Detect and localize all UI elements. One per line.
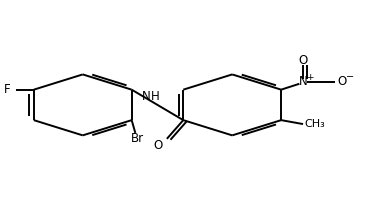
Text: H: H xyxy=(151,89,160,103)
Text: N: N xyxy=(299,75,307,88)
Text: +: + xyxy=(306,73,313,82)
Text: O: O xyxy=(338,75,347,88)
Text: −: − xyxy=(346,72,355,83)
Text: Br: Br xyxy=(131,132,144,145)
Text: N: N xyxy=(142,89,151,103)
Text: O: O xyxy=(153,139,163,152)
Text: CH₃: CH₃ xyxy=(305,119,326,129)
Text: O: O xyxy=(298,54,308,67)
Text: F: F xyxy=(4,83,11,96)
